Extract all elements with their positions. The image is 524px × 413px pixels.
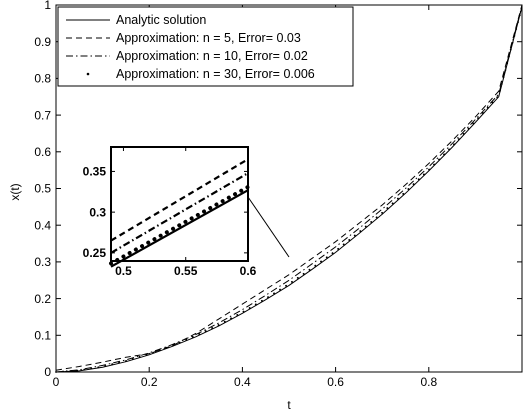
inset-series-layer bbox=[109, 158, 250, 268]
main-y-tick-label: 0.3 bbox=[34, 255, 51, 269]
main-series-approximation-n-5-error-0-03 bbox=[55, 4, 523, 371]
main-x-tick-label: 0.8 bbox=[420, 375, 437, 389]
main-series-approximation-n-30-error-0-006 bbox=[55, 5, 523, 373]
inset-x-tick-label: 0.55 bbox=[174, 264, 198, 278]
inset-background bbox=[111, 147, 248, 261]
main-y-tick-label: 0.6 bbox=[34, 145, 51, 159]
inset-axes-box bbox=[110, 146, 249, 262]
main-y-tick-label: 0 bbox=[44, 365, 51, 379]
legend: Analytic solution Approximation: n = 5, … bbox=[57, 6, 354, 87]
main-x-tick-label: 0 bbox=[53, 375, 60, 389]
legend-entry-analytic: Analytic solution bbox=[116, 13, 206, 27]
inset-zoom: 0.5 0.55 0.6 0.25 0.3 0.35 bbox=[83, 146, 290, 278]
main-y-tick-label: 0.4 bbox=[34, 218, 51, 232]
legend-swatch-n30 bbox=[86, 72, 90, 76]
main-series-approximation-n-10-error-0-02 bbox=[55, 5, 523, 373]
inset-series-dashdot bbox=[110, 172, 249, 254]
main-y-tick-label: 0.5 bbox=[34, 182, 51, 196]
inset-connector-line bbox=[247, 196, 290, 258]
main-y-tick-label: 0.2 bbox=[34, 292, 51, 306]
main-y-tick-label: 0.1 bbox=[34, 329, 51, 343]
main-x-tick-label: 0.4 bbox=[234, 375, 251, 389]
main-ticks-layer: 0 0.2 0.4 0.6 0.8 0 0.1 0.2 0.3 0.4 0.5 0.6 0.7 0.8 0.… bbox=[34, 0, 522, 389]
inset-series-solid bbox=[110, 189, 249, 268]
main-y-tick-label: 0.8 bbox=[34, 72, 51, 86]
inset-ticks-layer: 0.5 0.55 0.6 0.25 0.3 0.35 bbox=[83, 147, 257, 278]
main-y-tick-label: 0.9 bbox=[34, 35, 51, 49]
y-axis-label: x(t) bbox=[8, 183, 22, 200]
main-y-tick-label: 0.7 bbox=[34, 108, 51, 122]
main-y-tick-label: 1 bbox=[44, 0, 51, 12]
inset-series-dashed bbox=[110, 158, 249, 242]
main-x-tick-label: 0.6 bbox=[327, 375, 344, 389]
inset-y-tick-label: 0.35 bbox=[83, 165, 107, 179]
x-axis-label: t bbox=[287, 398, 291, 412]
inset-series-dotted bbox=[109, 184, 250, 266]
inset-x-tick-label: 0.6 bbox=[240, 264, 257, 278]
inset-y-tick-label: 0.3 bbox=[89, 205, 106, 219]
legend-entry-n10: Approximation: n = 10, Error= 0.02 bbox=[116, 49, 308, 63]
legend-entry-n30: Approximation: n = 30, Error= 0.006 bbox=[116, 67, 315, 81]
legend-entry-n5: Approximation: n = 5, Error= 0.03 bbox=[116, 31, 301, 45]
inset-y-tick-label: 0.25 bbox=[83, 246, 107, 260]
inset-x-tick-label: 0.5 bbox=[115, 264, 132, 278]
main-x-tick-label: 0.2 bbox=[141, 375, 158, 389]
main-series-layer bbox=[55, 4, 523, 373]
